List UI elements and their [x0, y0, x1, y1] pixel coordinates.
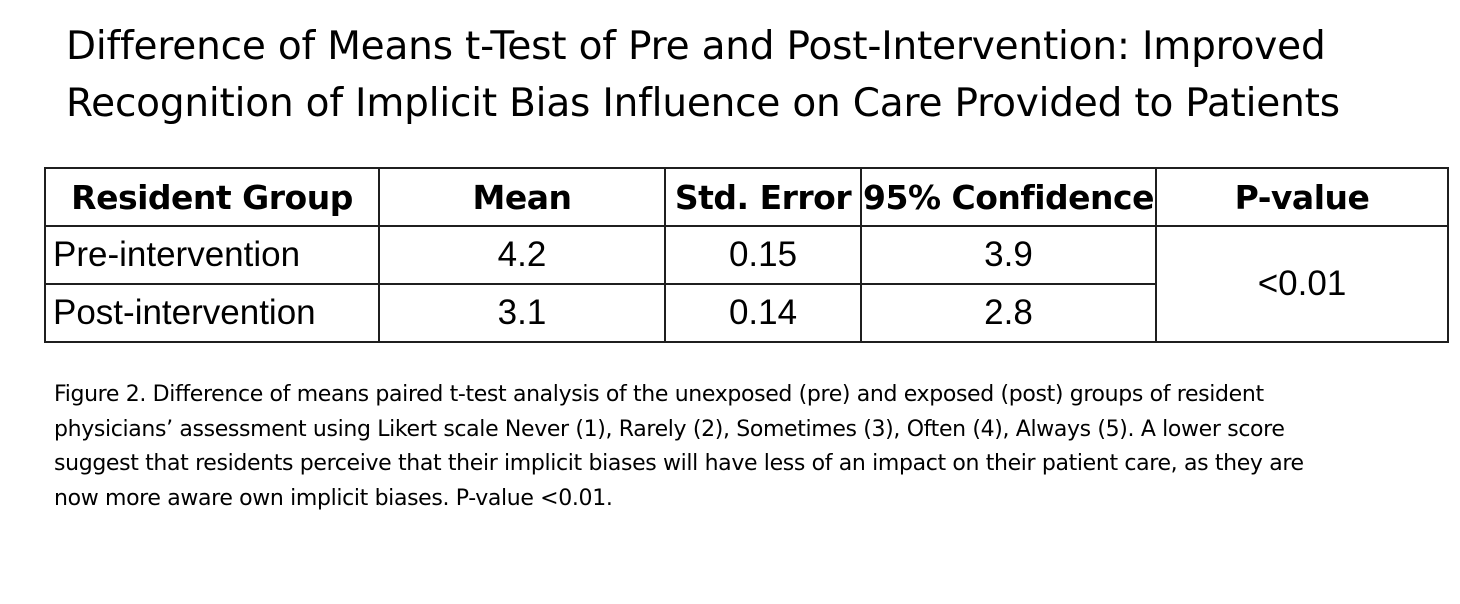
cell-confidence: 3.9 [860, 225, 1157, 285]
cell-mean: 4.2 [378, 225, 666, 285]
table-row: Post-intervention 3.1 0.14 2.8 [44, 283, 1448, 343]
caption-line: now more aware own implicit biases. P-va… [54, 485, 613, 511]
caption-line: suggest that residents perceive that the… [54, 451, 1304, 476]
cell-group: Post-intervention [44, 283, 380, 343]
caption-line: physicians’ assessment using Likert scal… [54, 416, 1285, 442]
cell-std-error: 0.15 [664, 225, 862, 285]
figure-caption: Figure 2. Difference of means paired t-t… [54, 378, 1414, 516]
cell-confidence: 2.8 [860, 283, 1157, 343]
header-p-value: P-value [1155, 167, 1449, 227]
cell-mean: 3.1 [378, 283, 666, 343]
cell-group: Pre-intervention [44, 225, 380, 285]
slide-title-line: Difference of Means t-Test of Pre and Po… [66, 24, 1326, 69]
table-row: Pre-intervention 4.2 0.15 3.9 <0.01 [44, 225, 1449, 343]
header-std-error: Std. Error [664, 167, 862, 227]
table-header-row: Resident Group Mean Std. Error 95% Confi… [44, 167, 1449, 227]
slide-title-line: Recognition of Implicit Bias Influence o… [66, 81, 1340, 126]
cell-p-value: <0.01 [1155, 225, 1449, 343]
header-mean: Mean [378, 167, 666, 227]
cell-std-error: 0.14 [664, 283, 862, 343]
caption-line: Figure 2. Difference of means paired t-t… [54, 382, 1264, 407]
results-table: Resident Group Mean Std. Error 95% Confi… [44, 167, 1449, 343]
header-resident-group: Resident Group [44, 167, 380, 227]
header-confidence: 95% Confidence [860, 167, 1157, 227]
slide-title: Difference of Means t-Test of Pre and Po… [66, 18, 1406, 132]
